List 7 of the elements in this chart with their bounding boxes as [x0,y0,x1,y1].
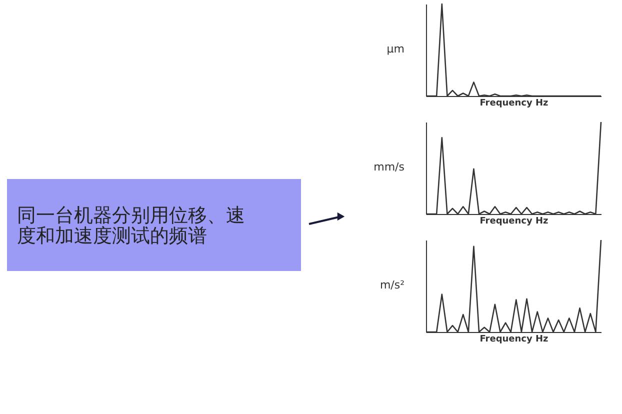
x-axis-title: Frequency Hz [480,334,548,344]
y-axis-title: mm/s [374,160,405,174]
text: 同一台机器分别用位移、速度和加速度测试的频谱 [17,204,245,247]
x-axis-title: Frequency Hz [480,216,548,226]
y-axis-title: m/s² [380,278,404,292]
x-axis-title: Frequency Hz [480,98,548,108]
y-axis-title: µm [386,42,404,56]
